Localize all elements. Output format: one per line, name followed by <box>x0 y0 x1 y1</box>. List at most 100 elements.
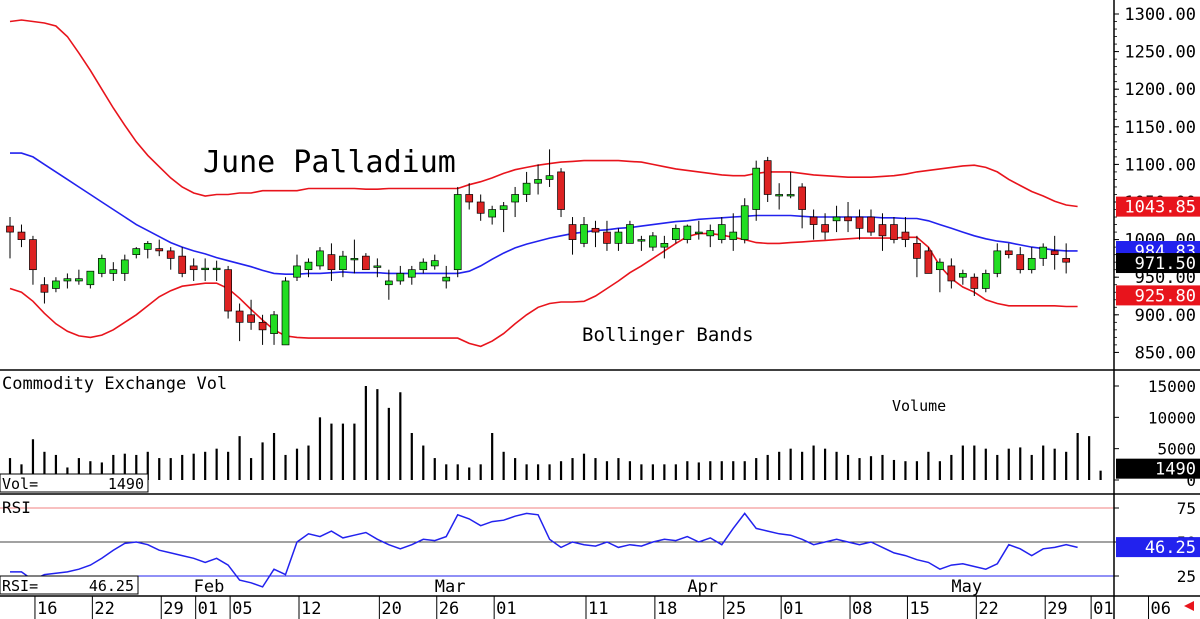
candle-body <box>6 225 14 233</box>
candle-body <box>603 231 611 244</box>
candle-body <box>1062 258 1071 263</box>
volume-readout: Vol= 1490 <box>0 473 149 493</box>
date-axis-day-label: 01 <box>783 599 803 619</box>
candle-body <box>75 278 83 282</box>
svg-text:Vol=: Vol= <box>2 475 38 493</box>
candle <box>970 273 979 296</box>
date-axis-day-label: 01 <box>1093 599 1113 619</box>
price-axis-label: 1300.00 <box>1124 5 1196 25</box>
bollinger-lower-band <box>9 232 1078 348</box>
candle <box>981 269 990 293</box>
candle-body <box>224 269 232 312</box>
candle <box>958 269 967 285</box>
price-axis-label: 950.00 <box>1135 268 1196 288</box>
candle-body <box>844 216 852 222</box>
candle <box>224 265 232 319</box>
candle-body <box>407 269 416 278</box>
price-axis-label: 1150.00 <box>1124 118 1196 138</box>
candle-body <box>878 224 887 237</box>
candle-body <box>568 224 577 240</box>
candle-body <box>189 265 198 271</box>
candle <box>97 254 106 278</box>
scroll-arrow-icon <box>1184 601 1194 611</box>
candle-body <box>786 194 795 197</box>
svg-text:RSI=: RSI= <box>2 577 38 595</box>
candle-body <box>40 284 49 293</box>
candle-body <box>821 224 829 233</box>
candle-body <box>832 216 841 222</box>
rsi-axis-label: 75 <box>1177 499 1196 518</box>
date-axis-day-label: 11 <box>588 599 608 619</box>
candle <box>350 239 359 274</box>
candle <box>63 273 72 289</box>
candle-body <box>373 265 382 268</box>
volume-axis-label: 10000 <box>1148 408 1196 427</box>
candle-body <box>155 248 164 252</box>
candle-body <box>201 267 210 271</box>
candle <box>258 314 267 345</box>
candle-body <box>993 250 1002 274</box>
candle-body <box>671 227 680 240</box>
candle-body <box>270 314 278 334</box>
candle-body <box>1027 258 1036 271</box>
price-value-marker <box>1116 285 1200 306</box>
candle <box>362 253 370 271</box>
grid-lines <box>0 369 1200 597</box>
candle <box>614 228 623 251</box>
candle-body <box>258 321 267 331</box>
date-axis-day-label: 01 <box>496 599 516 619</box>
bollinger-label: Bollinger Bands <box>582 324 754 346</box>
candle <box>212 260 221 281</box>
rsi-series-line <box>10 512 1078 588</box>
candle-body <box>511 194 519 203</box>
candle-body <box>143 243 152 250</box>
candle <box>339 250 347 278</box>
candle-body <box>419 261 428 271</box>
date-axis-day-label: 18 <box>657 599 677 619</box>
candle-body <box>936 261 944 271</box>
candle-body <box>706 230 715 237</box>
candle <box>855 209 864 240</box>
candle <box>373 258 382 278</box>
candle-body <box>362 255 370 271</box>
date-axis-day-label: 22 <box>978 599 998 619</box>
candle <box>901 217 910 248</box>
price-value-marker <box>1116 196 1200 217</box>
bollinger-upper-band <box>9 19 1078 208</box>
candle <box>52 277 60 293</box>
candle <box>247 299 255 330</box>
rsi-value-marker <box>1116 537 1200 558</box>
candle <box>844 202 852 233</box>
date-axis-day-label: 01 <box>198 599 218 619</box>
candle-body <box>798 186 806 210</box>
candle <box>304 258 313 278</box>
candle-body <box>97 258 106 274</box>
date-axis-month-label: Apr <box>687 577 718 597</box>
candle-body <box>913 243 921 259</box>
volume-value-marker <box>1116 458 1200 479</box>
candle-body <box>339 255 347 271</box>
date-axis-month-label: Mar <box>435 577 466 597</box>
candle-body <box>591 227 600 233</box>
candle <box>626 220 634 244</box>
candle <box>189 258 198 281</box>
candle <box>235 303 244 342</box>
candle <box>1050 235 1059 270</box>
candle-body <box>809 216 818 225</box>
candle-body <box>626 224 634 244</box>
candle <box>511 186 519 218</box>
candle <box>763 156 772 202</box>
candle-body <box>178 255 187 274</box>
candle-body <box>763 160 772 195</box>
candle <box>201 258 210 281</box>
volume-label: Volume <box>892 397 946 415</box>
volume-axis-label: 15000 <box>1148 377 1196 396</box>
bollinger-bands <box>9 19 1078 348</box>
bollinger-mid-band <box>10 152 1078 276</box>
chart-title: June Palladium <box>203 145 456 180</box>
candle <box>419 258 428 274</box>
candle <box>109 262 118 281</box>
price-axis-label: 850.00 <box>1135 343 1196 363</box>
candle <box>316 247 324 270</box>
candle-body <box>86 270 95 286</box>
